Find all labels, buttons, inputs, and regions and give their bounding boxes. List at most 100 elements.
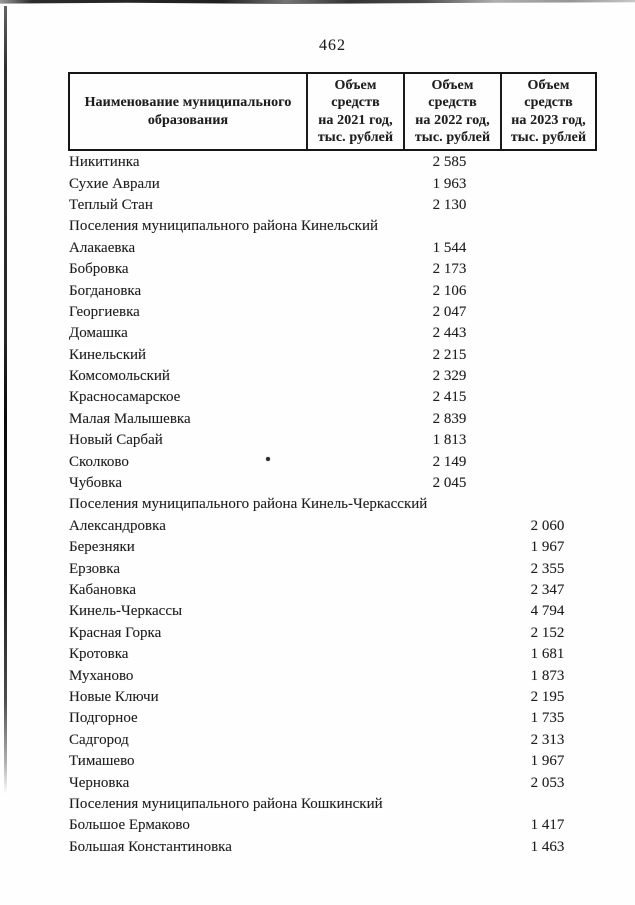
table-row: Кротовка 1 681 — [68, 644, 597, 665]
row-name-cell: Садгород — [69, 731, 129, 748]
row-name-cell: Алакаевка — [69, 239, 136, 256]
row-name-cell: Малая Малышевка — [69, 410, 191, 427]
row-name-cell: Александровка — [69, 517, 166, 534]
value-2023-cell: 2 195 — [530, 688, 565, 705]
table-row: Подгорное 1 735 — [68, 708, 597, 729]
row-name-cell: Новый Сарбай — [69, 432, 163, 449]
table-row: Березняки 1 967 — [68, 537, 597, 558]
header-cell-funds-2023: Объем средств на 2023 год, тыс. рублей — [500, 74, 595, 149]
table-row: Кабановка 2 347 — [68, 580, 597, 601]
value-2023-cell: 2 053 — [530, 774, 565, 791]
row-name-cell: Богдановка — [69, 282, 142, 299]
value-2022-cell: 2 047 — [432, 303, 467, 320]
row-name-cell: Сколково — [69, 453, 129, 470]
table-row: Садгород 2 313 — [68, 730, 597, 751]
value-2023-cell: 1 463 — [530, 838, 565, 855]
row-name-cell: Красная Горка — [69, 624, 162, 641]
table-row: Малая Малышевка 2 839 — [68, 409, 597, 430]
row-name-cell: Кинель-Черкассы — [69, 603, 183, 620]
row-name-cell: Комсомольский — [69, 368, 170, 385]
value-2022-cell: 2 045 — [432, 475, 467, 492]
value-2023-cell: 2 060 — [530, 517, 565, 534]
value-2022-cell: 2 215 — [432, 346, 467, 363]
row-name-cell: Поселения муниципального района Кинель-Ч… — [69, 496, 428, 513]
value-2023-cell: 1 735 — [530, 710, 565, 727]
table-row: Сколково 2 149 — [68, 451, 597, 472]
table-row: Черновка 2 053 — [68, 772, 597, 793]
value-2022-cell: 2 585 — [432, 154, 467, 171]
row-name-cell: Теплый Стан — [69, 196, 153, 213]
table-row: Георгиевка 2 047 — [68, 302, 597, 323]
value-2022-cell: 2 329 — [432, 368, 467, 385]
value-2023-cell: 4 794 — [530, 603, 565, 620]
value-2022-cell: 2 415 — [432, 389, 467, 406]
row-name-cell: Большое Ермаково — [69, 817, 190, 834]
row-name-cell: Березняки — [69, 539, 135, 556]
header-cell-municipality-name: Наименование муниципального образования — [84, 95, 292, 128]
table-row: Алакаевка 1 544 — [68, 238, 597, 259]
row-name-cell: Бобровка — [69, 261, 129, 278]
table-section-row: Поселения муниципального района Кинель-Ч… — [68, 494, 597, 515]
row-name-cell: Сухие Аврали — [69, 175, 160, 192]
value-2023-cell: 1 417 — [530, 817, 565, 834]
row-name-cell: Кинельский — [69, 346, 147, 363]
row-name-cell: Тимашево — [69, 753, 135, 770]
row-name-cell: Никитинка — [69, 154, 140, 171]
row-name-cell: Черновка — [69, 774, 130, 791]
row-name-cell: Поселения муниципального района Кинельск… — [69, 218, 379, 235]
value-2022-cell: 1 963 — [432, 175, 467, 192]
table-row: Большая Константиновка 1 463 — [68, 837, 597, 858]
table-row: Чубовка 2 045 — [68, 473, 597, 494]
scan-artifact-top-line — [0, 0, 635, 4]
value-2023-cell: 2 347 — [530, 582, 565, 598]
row-name-cell: Подгорное — [69, 710, 138, 727]
value-2023-cell: 1 873 — [530, 667, 565, 684]
row-name-cell: Красносамарское — [69, 389, 181, 406]
table-row: Кинельский 2 215 — [68, 345, 597, 366]
funding-table-header: Наименование муниципального образования … — [68, 72, 597, 151]
value-2023-cell: 1 681 — [530, 646, 565, 663]
row-name-cell: Ерзовка — [69, 560, 120, 577]
header-cell-funds-2022: Объем средств на 2022 год, тыс. рублей — [403, 74, 500, 149]
table-section-row: Поселения муниципального района Кошкинск… — [68, 794, 597, 815]
table-row: Муханово 1 873 — [68, 665, 597, 686]
value-2022-cell: 2 443 — [432, 325, 467, 342]
scan-artifact-dot — [266, 457, 270, 461]
table-row: Сухие Аврали 1 963 — [68, 173, 597, 194]
table-row: Бобровка 2 173 — [68, 259, 597, 280]
row-name-cell: Муханово — [69, 667, 134, 684]
value-2022-cell: 1 813 — [432, 432, 467, 449]
table-row: Красносамарское 2 415 — [68, 387, 597, 408]
row-name-cell: Георгиевка — [69, 303, 140, 320]
table-row: Домашка 2 443 — [68, 323, 597, 344]
value-2022-cell: 2 130 — [432, 196, 467, 213]
value-2022-cell: 1 544 — [432, 239, 467, 256]
value-2023-cell: 2 313 — [530, 731, 565, 748]
scan-artifact-left-line — [4, 6, 7, 794]
value-2023-cell: 1 967 — [530, 539, 565, 556]
table-row: Александровка 2 060 — [68, 516, 597, 537]
table-row: Ерзовка 2 355 — [68, 558, 597, 579]
value-2022-cell: 2 173 — [432, 261, 467, 278]
row-name-cell: Большая Константиновка — [69, 838, 232, 855]
header-cell-funds-2021: Объем средств на 2021 год, тыс. рублей — [306, 74, 403, 149]
page-number: 462 — [319, 37, 346, 54]
value-2022-cell: 2 839 — [432, 410, 467, 427]
row-name-cell: Чубовка — [69, 475, 122, 492]
table-row: Красная Горка 2 152 — [68, 623, 597, 644]
row-name-cell: Новые Ключи — [69, 688, 159, 705]
table-row: Комсомольский 2 329 — [68, 366, 597, 387]
table-row: Новый Сарбай 1 813 — [68, 430, 597, 451]
row-name-cell: Домашка — [69, 325, 128, 342]
value-2022-cell: 2 106 — [432, 282, 467, 299]
table-row: Кинель-Черкассы 4 794 — [68, 601, 597, 622]
row-name-cell: Кабановка — [69, 582, 137, 598]
funding-table-body: Никитинка 2 585 Сухие Аврали 1 963 Теплы… — [68, 152, 597, 858]
table-row: Богдановка 2 106 — [68, 280, 597, 301]
value-2023-cell: 2 152 — [530, 624, 565, 641]
row-name-cell: Кротовка — [69, 646, 129, 663]
table-row: Тимашево 1 967 — [68, 751, 597, 772]
table-row: Новые Ключи 2 195 — [68, 687, 597, 708]
table-row: Большое Ермаково 1 417 — [68, 815, 597, 836]
